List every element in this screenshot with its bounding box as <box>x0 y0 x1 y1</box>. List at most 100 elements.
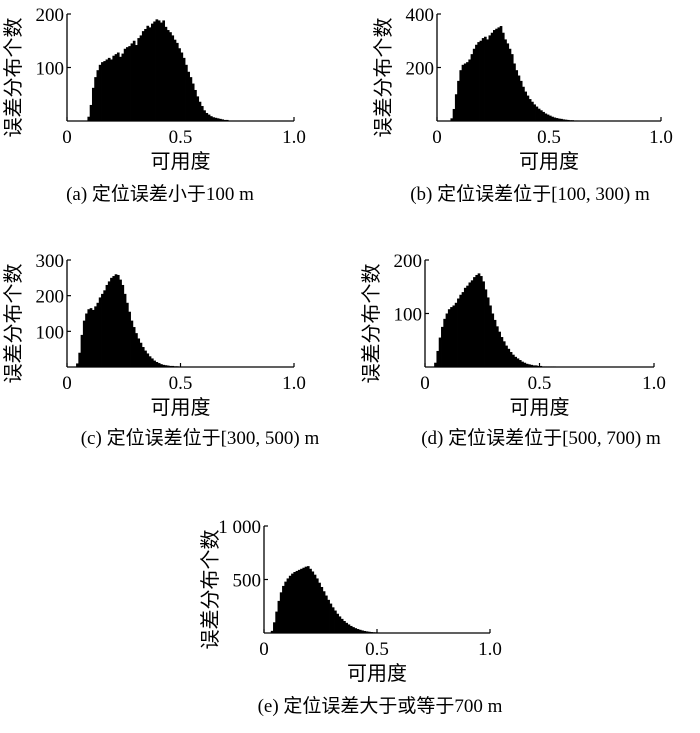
histogram-bar <box>137 38 141 121</box>
histogram-bar <box>338 616 342 633</box>
histogram-bar <box>123 293 127 367</box>
histogram-bar <box>363 630 367 633</box>
histogram-bar <box>555 118 559 121</box>
histogram-bar <box>486 297 490 367</box>
histogram-bar <box>98 297 102 367</box>
x-tick-label: 1.0 <box>282 373 306 394</box>
histogram-bar <box>438 337 442 367</box>
x-tick-label: 1.0 <box>649 127 673 148</box>
histogram-bar <box>119 56 122 121</box>
histogram-bar <box>126 302 129 367</box>
histogram-bar <box>533 104 536 121</box>
histogram-bar <box>517 75 521 121</box>
histogram-bar <box>141 31 145 121</box>
y-tick-label: 100 <box>36 59 65 80</box>
histogram-bar <box>361 630 364 633</box>
histogram-bar <box>89 308 93 367</box>
histogram-bar <box>94 306 97 367</box>
histogram-bar <box>557 118 561 121</box>
histogram-bar <box>495 326 499 367</box>
histogram-bar <box>116 52 120 121</box>
histogram-bar <box>345 622 349 633</box>
histogram-bar <box>535 106 539 121</box>
panel-caption: (d) 定位误差位于[500, 700) m <box>421 427 661 449</box>
histogram-bar <box>466 285 469 367</box>
histogram-bar <box>87 116 91 121</box>
x-axis-label: 可用度 <box>519 149 579 173</box>
histogram-bar <box>153 360 156 367</box>
histogram-bar <box>207 114 211 121</box>
x-tick-label: 1.0 <box>282 127 306 148</box>
histogram-bar <box>103 290 106 367</box>
histogram-bar <box>126 47 129 121</box>
histogram-bar <box>135 45 138 121</box>
histogram-bar <box>479 40 483 121</box>
histogram-bar <box>85 313 88 367</box>
histogram-bar <box>153 21 156 122</box>
histogram-bar <box>114 274 118 367</box>
histogram-bar <box>516 358 520 367</box>
histogram-bar <box>196 96 200 121</box>
panel-caption: (b) 定位误差位于[100, 300) m <box>410 183 650 205</box>
histogram-bar <box>521 361 524 367</box>
histogram-bar <box>270 630 274 633</box>
x-axis-label: 可用度 <box>151 149 211 173</box>
histogram-bar <box>185 64 188 121</box>
histogram-bar <box>203 110 206 121</box>
histogram-bar <box>306 566 310 634</box>
histogram-bar <box>313 574 317 633</box>
x-tick-label: 0 <box>432 127 442 148</box>
histogram-bar <box>325 595 328 633</box>
histogram-bar <box>461 64 465 121</box>
histogram-bar <box>500 337 504 367</box>
histogram-bar <box>501 32 505 122</box>
histogram-bar <box>484 36 487 121</box>
histogram-bar <box>484 289 488 367</box>
histogram-bar <box>110 59 113 121</box>
histogram-bar <box>459 70 463 121</box>
histogram-bar <box>336 613 339 633</box>
y-axis-label: 误差分布个数 <box>371 18 395 138</box>
histogram-bar <box>477 273 481 368</box>
histogram-bar <box>146 353 150 367</box>
histogram-bar <box>495 28 498 121</box>
histogram-bar <box>166 30 170 121</box>
histogram-bar <box>284 581 287 633</box>
histogram-bar <box>114 54 118 122</box>
histogram-bar <box>524 91 527 121</box>
histogram-bar <box>169 32 172 121</box>
histogram-bar <box>553 117 557 121</box>
histogram-bar <box>175 42 179 121</box>
histogram-bar <box>540 110 543 121</box>
histogram-bar <box>210 116 213 121</box>
panel-caption: (a) 定位误差小于100 m <box>66 183 254 205</box>
histogram-bar <box>551 116 554 121</box>
y-axis-label: 误差分布个数 <box>198 530 222 650</box>
histogram-bar <box>166 365 170 367</box>
histogram-bar <box>132 327 136 367</box>
histogram-bar <box>329 603 333 633</box>
histogram-bar <box>477 42 480 122</box>
histogram-bar <box>502 341 506 367</box>
y-axis-label: 误差分布个数 <box>359 264 383 384</box>
histogram-bar <box>105 59 109 121</box>
histogram-bar <box>454 94 458 121</box>
histogram-bar <box>216 118 220 121</box>
histogram-bar <box>297 569 301 633</box>
y-tick-label: 200 <box>36 287 65 308</box>
x-tick-label: 0.5 <box>528 373 552 394</box>
histogram-bar <box>564 119 568 121</box>
histogram-bar <box>445 313 449 367</box>
histogram-bar <box>121 284 125 367</box>
histogram-bar <box>450 118 454 121</box>
histogram-bar <box>512 354 515 367</box>
histogram-bar <box>146 25 150 121</box>
histogram-bar <box>302 567 306 633</box>
histogram-bar <box>112 276 116 367</box>
histogram-bar <box>157 363 161 367</box>
histogram-bar <box>139 342 143 367</box>
histogram-bar <box>91 87 95 121</box>
histogram-bar <box>137 338 141 367</box>
histogram-bar <box>526 95 530 121</box>
